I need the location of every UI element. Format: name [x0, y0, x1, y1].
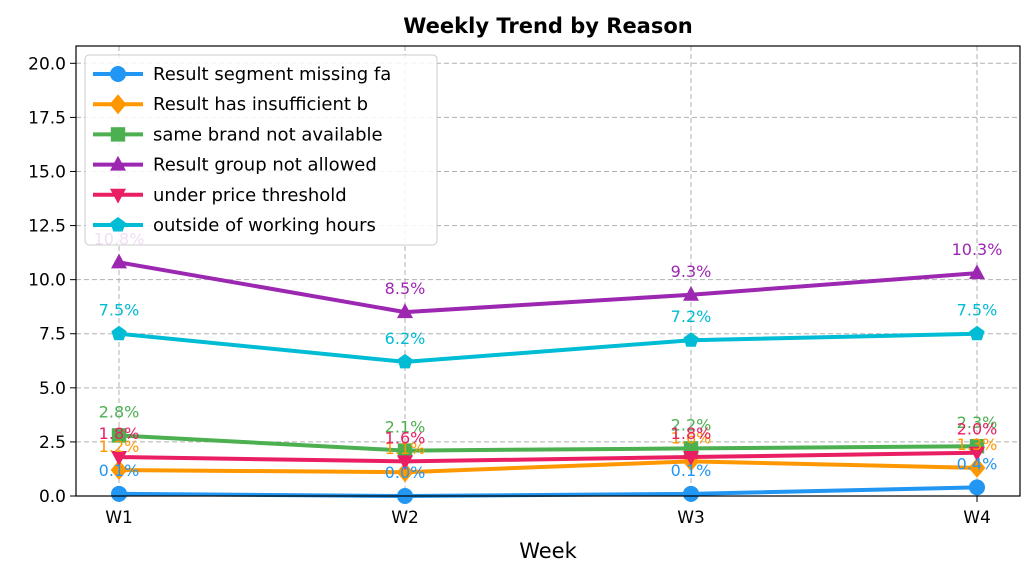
legend-label: Result has insufficient b	[153, 94, 368, 115]
x-tick-label: W3	[677, 508, 705, 528]
x-axis: W1 W2 W3 W4	[105, 496, 991, 528]
data-label: 9.3%	[671, 262, 712, 281]
series-line	[118, 433, 978, 453]
series-0	[111, 479, 985, 504]
data-label: 2.1%	[385, 418, 426, 437]
grid-lines	[76, 46, 1020, 497]
y-tick-label: 7.5	[39, 325, 66, 345]
legend-label: outside of working hours	[153, 215, 376, 236]
data-labels: 0.1% 0.0% 0.1% 0.4%1.2% 1.1%1.6% 1.3%2.8%2.1%…	[94, 229, 1003, 482]
chart-title: Weekly Trend by Reason	[403, 14, 692, 38]
y-axis: 0.0 2.5 5.0 7.5 10.0 12.5 15.0 17.5 20.0	[28, 54, 76, 507]
x-axis-title: Week	[519, 539, 577, 563]
data-point	[111, 253, 127, 269]
x-tick-label: W2	[391, 508, 419, 528]
data-point	[683, 285, 699, 301]
data-label: 0.1%	[671, 461, 712, 480]
data-label: 2.0%	[957, 420, 998, 439]
data-label: 1.6%	[671, 428, 712, 447]
y-tick-label: 20.0	[28, 54, 66, 74]
y-tick-label: 17.5	[28, 108, 66, 128]
series-line	[118, 459, 978, 475]
legend-marker	[110, 155, 126, 171]
data-label: 10.3%	[952, 240, 1003, 259]
legend-marker	[110, 66, 126, 82]
data-label: 0.0%	[385, 463, 426, 482]
legend-label: Result group not allowed	[153, 155, 377, 176]
legend-label: same brand not available	[153, 124, 383, 145]
legend-marker	[110, 127, 126, 142]
data-point	[683, 332, 699, 347]
data-label: 1.3%	[957, 435, 998, 454]
legend-item: Result segment missing fa	[93, 64, 391, 85]
series-4	[111, 446, 985, 471]
legend-item: same brand not available	[93, 124, 383, 145]
legend-item: Result has insufficient b	[93, 94, 368, 115]
series-line	[118, 450, 978, 464]
data-point	[111, 485, 127, 502]
series-line	[118, 260, 978, 315]
data-point	[969, 479, 985, 496]
data-point	[110, 460, 128, 481]
legend: Result segment missing fa Result has insu…	[84, 54, 438, 246]
data-point	[396, 462, 414, 483]
series-3	[111, 253, 985, 319]
data-label: 2.3%	[957, 413, 998, 432]
data-point	[969, 264, 985, 280]
plot-frame	[75, 45, 1021, 497]
y-tick-label: 10.0	[28, 271, 66, 291]
data-point	[969, 325, 985, 341]
data-point	[969, 446, 985, 462]
y-tick-label: 12.5	[28, 217, 66, 237]
y-tick-label: 15.0	[28, 162, 66, 182]
data-label: 7.5%	[957, 301, 998, 320]
legend-marker	[109, 94, 127, 115]
series-5	[111, 325, 985, 369]
legend-marker	[110, 217, 126, 232]
data-label: 0.4%	[957, 454, 998, 473]
x-tick-label: W4	[963, 508, 991, 528]
data-label: 1.1%	[385, 439, 426, 458]
series-line	[118, 485, 978, 498]
data-label: 0.1%	[99, 461, 140, 480]
data-point	[111, 428, 127, 443]
data-point	[683, 451, 699, 466]
legend-marker	[110, 188, 126, 204]
data-point	[397, 303, 413, 319]
data-label: 6.2%	[385, 329, 426, 348]
series-lines	[110, 253, 986, 504]
series-line	[118, 331, 978, 364]
data-point	[111, 451, 127, 466]
data-point	[111, 325, 127, 341]
data-label: 1.8%	[671, 424, 712, 443]
data-label: 8.5%	[385, 279, 426, 298]
y-tick-label: 2.5	[39, 433, 66, 453]
data-label: 1.8%	[99, 424, 140, 443]
data-point	[397, 353, 413, 369]
legend-item: under price threshold	[93, 185, 347, 206]
legend-item: outside of working hours	[93, 215, 376, 236]
data-label: 1.2%	[99, 437, 140, 456]
y-tick-label: 0.0	[39, 487, 66, 507]
data-label: 2.2%	[671, 415, 712, 434]
data-point	[683, 485, 699, 502]
y-tick-label: 5.0	[39, 379, 66, 399]
legend-label: Result segment missing fa	[153, 64, 391, 85]
legend-item: Result group not allowed	[93, 155, 377, 176]
x-tick-label: W1	[105, 508, 133, 528]
data-label: 1.6%	[385, 428, 426, 447]
data-point	[968, 457, 986, 478]
data-point	[397, 455, 413, 471]
data-label: 2.8%	[99, 402, 140, 421]
data-label: 7.5%	[99, 301, 140, 320]
data-label: 7.2%	[671, 307, 712, 326]
legend-label: under price threshold	[153, 185, 347, 206]
legend-box	[84, 54, 438, 246]
data-point	[397, 443, 413, 458]
